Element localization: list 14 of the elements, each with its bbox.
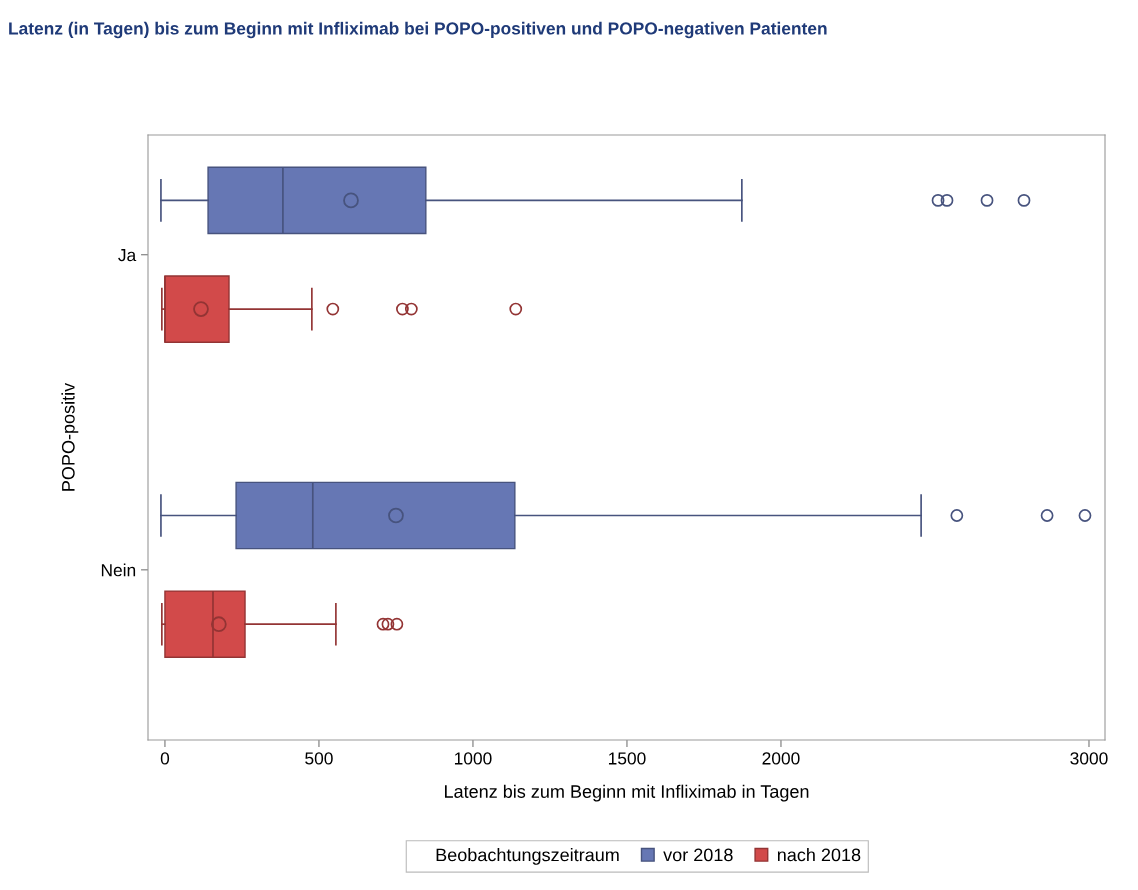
chart-title: Latenz (in Tagen) bis zum Beginn mit Infliximab bei POPO-positiven und POPO-negativen Patienten [9,21,827,39]
legend-label: nach 2018 [777,848,861,862]
y-tick-label: Ja [118,249,137,262]
x-tick-label: 0 [160,752,170,765]
y-axis-title: POPO-positiv [61,382,79,491]
x-tick-label: 1000 [454,752,492,765]
x-axis-title: Latenz bis zum Beginn mit Infliximab in Tagen [445,784,809,802]
y-tick-label: Nein [101,563,136,577]
x-tick-label: 1500 [608,752,646,765]
x-tick-label: 500 [305,752,333,765]
x-tick-label: 2000 [762,752,800,765]
legend-title: Beobachtungszeitraum [436,848,619,865]
legend-label: vor 2018 [663,848,733,862]
x-tick-label: 3000 [1070,752,1108,765]
